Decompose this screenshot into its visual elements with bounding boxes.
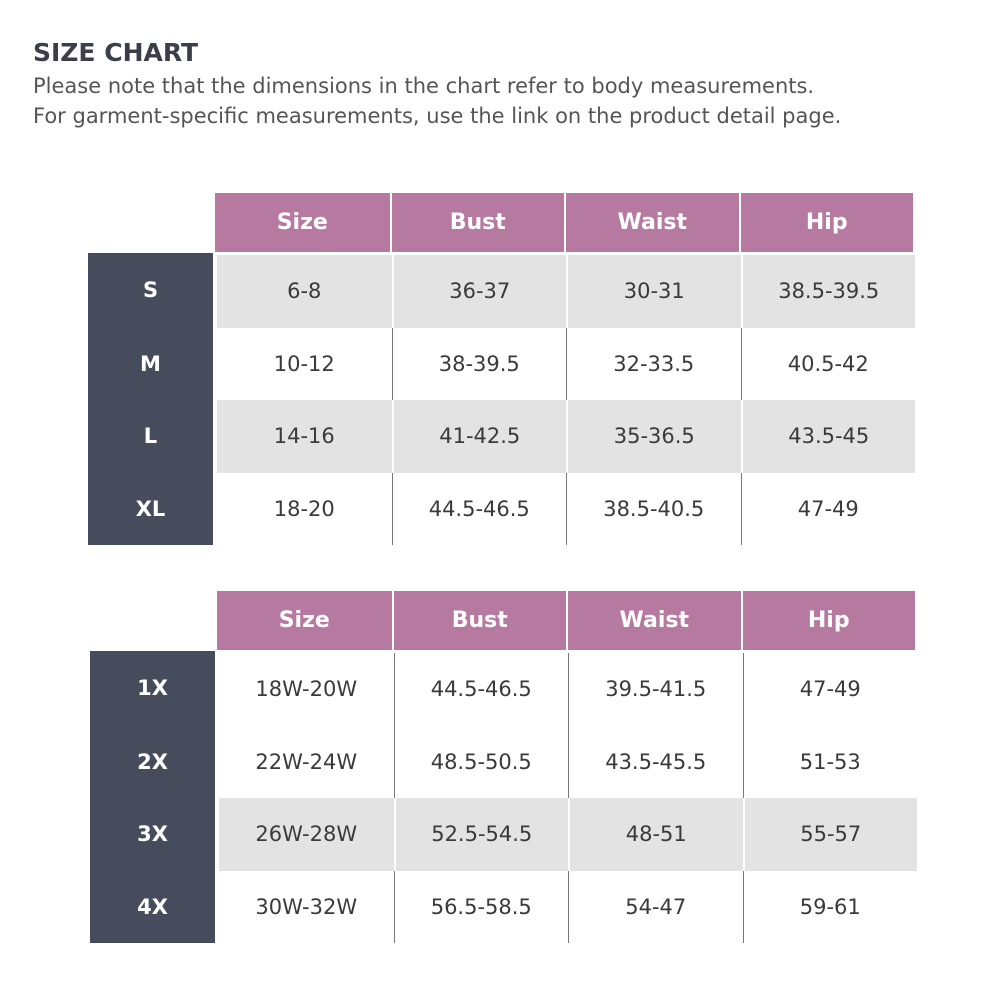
table-cell: 32-33.5 [566,327,741,400]
table-cell: 43.5-45.5 [568,725,743,798]
table-cell: 38-39.5 [391,327,567,400]
table-cell: 43.5-45 [742,400,915,473]
note: For garment-specific measurements, use t… [33,104,842,128]
table-cell: 56.5-58.5 [393,870,569,943]
table-cell: 40.5-42 [740,327,916,400]
row-label: 1X [90,651,215,726]
table-cell: 51-53 [742,725,918,798]
note: Please note that the dimensions in the c… [33,74,815,98]
table-cell: 48.5-50.5 [393,725,569,798]
row-label: 3X [90,798,215,871]
column-header: Hip [742,591,915,650]
table-cell: 14-16 [217,400,392,473]
column-header: Size [215,193,390,252]
table-cell: 55-57 [744,798,917,871]
table-cell: 47-49 [740,472,916,545]
column-header: Size [217,591,392,650]
table-cell: 18-20 [273,496,335,521]
table-cell: 26W-28W [219,798,394,871]
table-cell: 10-12 [273,351,335,376]
table-cell: 59-61 [742,870,918,943]
row-label: S [88,253,213,328]
title: SIZE CHART [33,38,199,67]
table-cell: 44.5-46.5 [393,653,569,726]
row-label: M [88,327,213,400]
table-cell: 36-37 [393,255,566,328]
table-cell: 6-8 [217,255,392,328]
table-cell: 47-49 [742,653,918,726]
row-label: L [88,400,213,473]
table-cell: 35-36.5 [568,400,741,473]
column-header: Bust [391,193,564,252]
table-cell: 38.5-39.5 [742,255,915,328]
column-header: Bust [393,591,566,650]
column-header: Waist [568,591,741,650]
table-cell: 18W-20W [255,677,358,702]
table-cell: 39.5-41.5 [568,653,743,726]
table-cell: 44.5-46.5 [391,472,567,545]
row-label: XL [88,472,213,545]
row-label: 2X [90,725,215,798]
table-cell: 38.5-40.5 [566,472,741,545]
row-label: 4X [90,870,215,943]
table-cell: 30W-32W [255,894,358,919]
table-cell: 41-42.5 [393,400,566,473]
table-cell: 52.5-54.5 [395,798,568,871]
column-header: Hip [740,193,913,252]
table-cell: 48-51 [570,798,743,871]
table-cell: 22W-24W [255,749,358,774]
table-cell: 30-31 [568,255,741,328]
table-cell: 54-47 [568,870,743,943]
column-header: Waist [566,193,739,252]
